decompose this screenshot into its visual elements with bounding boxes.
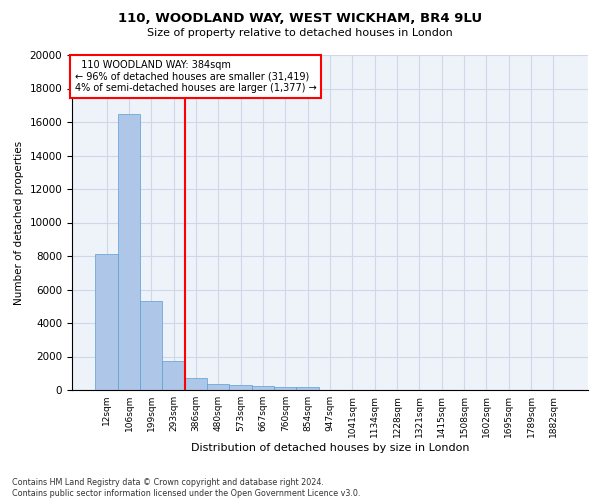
Y-axis label: Number of detached properties: Number of detached properties <box>14 140 24 304</box>
Bar <box>296 387 319 390</box>
Bar <box>118 114 140 390</box>
Bar <box>95 254 118 390</box>
Bar <box>252 386 274 390</box>
Bar <box>163 360 185 390</box>
Bar <box>140 301 163 390</box>
Text: Contains HM Land Registry data © Crown copyright and database right 2024.
Contai: Contains HM Land Registry data © Crown c… <box>12 478 361 498</box>
Text: 110, WOODLAND WAY, WEST WICKHAM, BR4 9LU: 110, WOODLAND WAY, WEST WICKHAM, BR4 9LU <box>118 12 482 26</box>
Bar <box>229 386 252 390</box>
Text: Size of property relative to detached houses in London: Size of property relative to detached ho… <box>147 28 453 38</box>
Bar <box>274 386 296 390</box>
Text: 110 WOODLAND WAY: 384sqm
← 96% of detached houses are smaller (31,419)
4% of sem: 110 WOODLAND WAY: 384sqm ← 96% of detach… <box>74 60 316 93</box>
Bar <box>185 378 207 390</box>
Bar <box>207 384 229 390</box>
X-axis label: Distribution of detached houses by size in London: Distribution of detached houses by size … <box>191 442 469 452</box>
